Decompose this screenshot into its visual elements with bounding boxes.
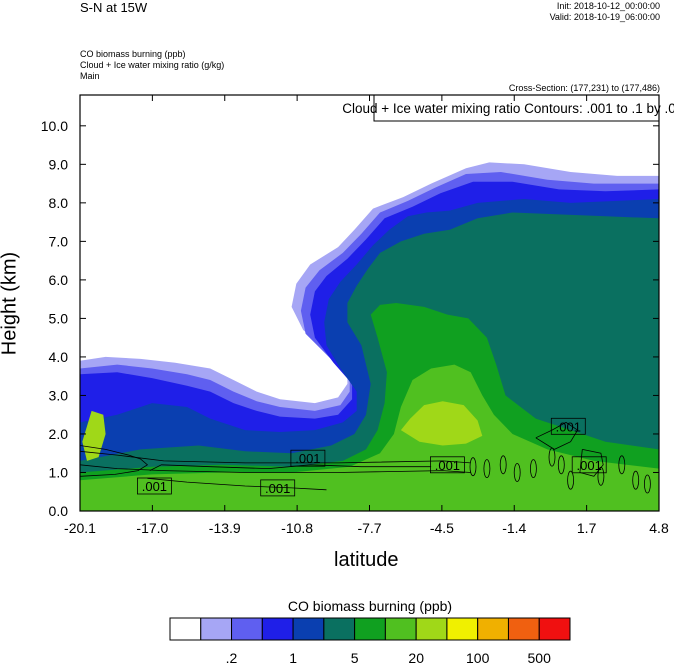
colorbar-swatch xyxy=(384,617,417,641)
cloud-contour-cell xyxy=(618,455,626,475)
colorbar-label: 1 xyxy=(289,650,297,666)
init-time: Init: 2018-10-12_00:00:00 xyxy=(556,1,660,11)
contour-label-box xyxy=(290,449,326,467)
x-tick-label: 4.8 xyxy=(649,520,669,536)
x-tick-label: -10.8 xyxy=(281,520,313,536)
colorbar-swatch xyxy=(477,617,509,641)
y-tick-label: 4.0 xyxy=(49,349,69,365)
y-tick-label: 1.0 xyxy=(49,464,69,480)
cloud-contour-cell xyxy=(632,470,640,490)
colorbar-swatch xyxy=(446,617,479,641)
cloud-contour-cell xyxy=(597,466,605,486)
contour-label-text: .001 xyxy=(435,458,460,473)
cloud-contour-cell xyxy=(499,455,507,475)
cloud-contour-line xyxy=(147,477,327,491)
colorbar-swatch xyxy=(507,617,540,641)
colorbar-swatch xyxy=(292,617,325,641)
x-axis-title: latitude xyxy=(334,549,399,571)
colorbar-swatch xyxy=(415,617,448,641)
cloud-contour-line xyxy=(535,421,579,450)
y-tick-label: 9.0 xyxy=(49,156,69,172)
x-tick-label: -20.1 xyxy=(64,520,96,536)
cloud-contour-cell xyxy=(530,459,537,479)
y-tick-label: 2.0 xyxy=(49,426,69,442)
colorbar-label: 20 xyxy=(408,650,424,666)
y-tick-label: 5.0 xyxy=(49,310,69,326)
cloud-contour-cell xyxy=(483,459,491,479)
field-label-cloud: Cloud + Ice water mixing ratio (g/kg) xyxy=(80,60,225,70)
x-tick-label: -4.5 xyxy=(430,520,454,536)
field-label-main: Main xyxy=(80,71,100,81)
colorbar-title: CO biomass burning (ppb) xyxy=(287,598,453,614)
chart-title: S-N at 15W xyxy=(80,0,148,15)
contour-label-text: .001 xyxy=(265,481,290,496)
y-tick-label: 7.0 xyxy=(49,233,69,249)
colorbar-swatch xyxy=(231,617,263,641)
cloud-contour-cell xyxy=(644,474,651,494)
y-tick-label: 3.0 xyxy=(49,387,69,403)
cloud-contour-cell xyxy=(557,455,565,475)
contour-label-box xyxy=(550,417,586,435)
valid-time: Valid: 2018-10-19_06:00:00 xyxy=(549,12,660,22)
colorbar-swatch xyxy=(323,617,356,641)
contour-info-label: Cloud + Ice water mixing ratio Contours:… xyxy=(342,101,674,116)
contour-label-box xyxy=(571,456,607,474)
colorbar-swatch xyxy=(169,617,202,641)
x-tick-label: -13.9 xyxy=(209,520,241,536)
colorbar-swatch xyxy=(538,617,571,641)
colorbar-swatch xyxy=(261,617,294,641)
contour-label-text: .001 xyxy=(142,479,167,494)
x-tick-label: -1.4 xyxy=(502,520,526,536)
cross-section-label: Cross-Section: (177,231) to (177,486) xyxy=(508,83,660,93)
contour-label-text: .001 xyxy=(556,419,581,434)
y-tick-label: 8.0 xyxy=(49,195,69,211)
cloud-contour-cell xyxy=(469,457,477,477)
x-tick-label: 1.7 xyxy=(577,520,597,536)
cloud-contour-line xyxy=(80,445,149,477)
colorbar-label: 500 xyxy=(528,650,552,666)
cloud-contour-line xyxy=(80,464,471,473)
cloud-contour-cell xyxy=(513,463,521,482)
x-tick-label: -7.7 xyxy=(357,520,381,536)
y-tick-label: 6.0 xyxy=(49,272,69,288)
field-label-co: CO biomass burning (ppb) xyxy=(80,49,186,59)
y-tick-label: 0.0 xyxy=(49,503,69,519)
cloud-contour-line xyxy=(80,450,471,464)
colorbar-swatch xyxy=(200,617,233,641)
colorbar-label: 5 xyxy=(351,650,359,666)
x-tick-label: -17.0 xyxy=(136,520,168,536)
colorbar-swatch xyxy=(354,617,386,641)
contour-label-box xyxy=(429,456,465,474)
y-axis-title: Height (km) xyxy=(0,251,21,356)
contour-label-box xyxy=(260,479,296,497)
co-region-level-8 xyxy=(400,401,483,446)
colorbar-label: 100 xyxy=(466,650,490,666)
contour-label-box xyxy=(136,477,172,495)
cloud-contour-cell xyxy=(567,470,574,490)
colorbar-label: .2 xyxy=(226,650,238,666)
y-tick-label: 10.0 xyxy=(41,118,68,134)
cloud-contour-line xyxy=(149,464,432,471)
contour-label-text: .001 xyxy=(295,451,320,466)
cloud-contour-cell xyxy=(548,447,556,467)
contour-label-text: .001 xyxy=(577,458,602,473)
